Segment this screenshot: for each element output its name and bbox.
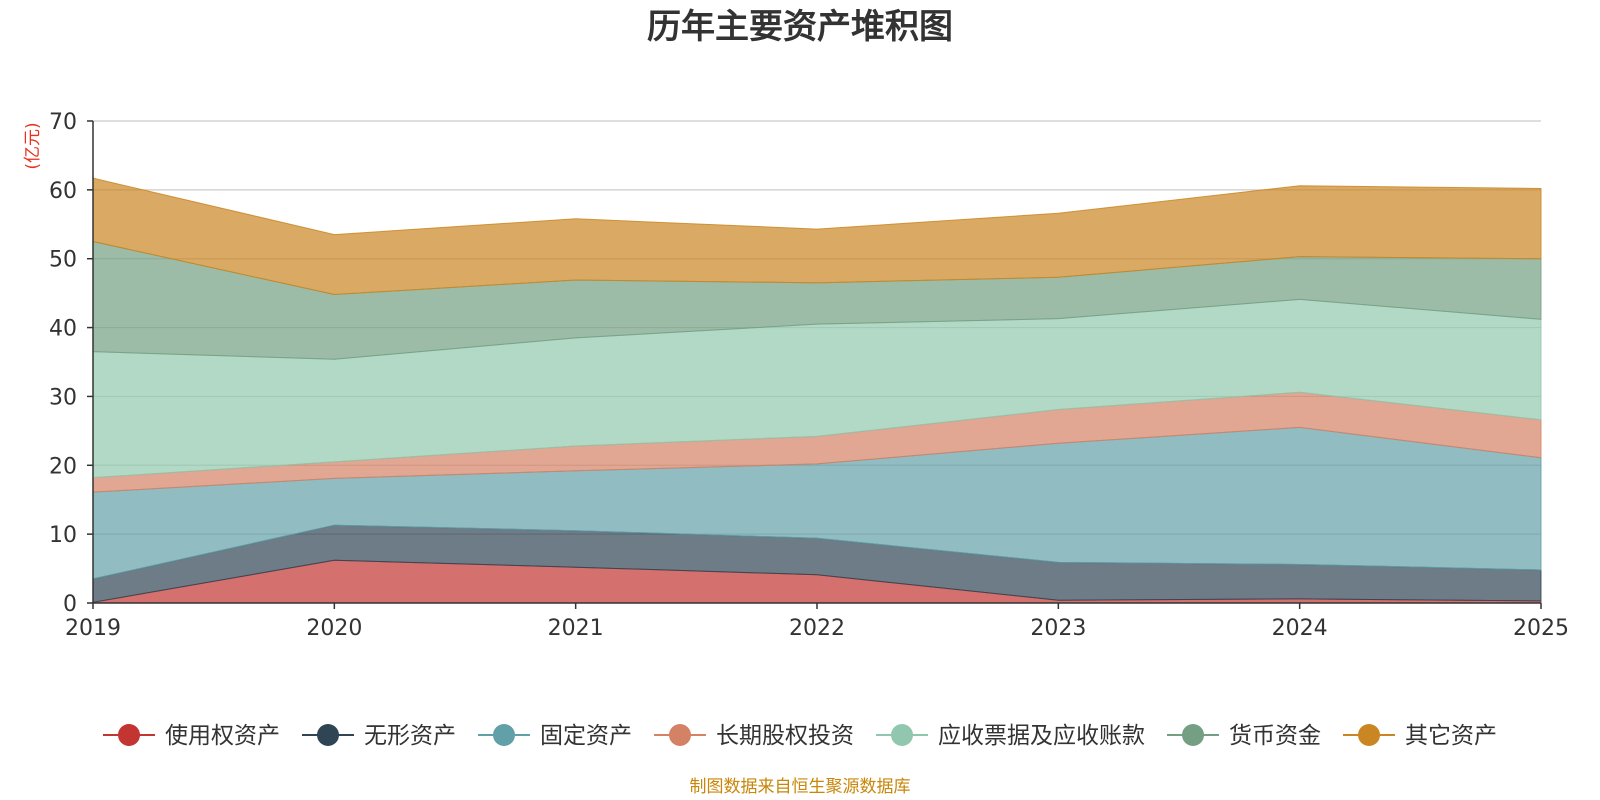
y-tick-label: 40 <box>49 317 77 342</box>
legend-label: 固定资产 <box>540 723 632 749</box>
area-series-7 <box>92 177 1542 296</box>
y-tick-label: 60 <box>49 179 77 204</box>
legend-item-2[interactable]: 无形资产 <box>302 723 456 749</box>
legend-item-3[interactable]: 固定资产 <box>478 723 632 749</box>
legend-label: 长期股权投资 <box>716 723 854 749</box>
x-tick-label: 2022 <box>789 616 845 641</box>
y-tick-label: 70 <box>49 110 77 135</box>
y-axis-unit: (亿元) <box>23 122 43 169</box>
y-tick-label: 0 <box>63 592 77 617</box>
legend-item-4[interactable]: 长期股权投资 <box>654 723 854 749</box>
legend[interactable]: 使用权资产 无形资产 固定资产 长期股权投资 应收票据及应收账款 货币资金 其它资产 <box>103 723 1497 749</box>
x-tick-label: 2024 <box>1272 616 1328 641</box>
legend-marker <box>317 724 339 746</box>
legend-marker <box>118 724 140 746</box>
y-tick-label: 30 <box>49 385 77 410</box>
legend-label: 无形资产 <box>364 723 456 749</box>
legend-item-1[interactable]: 使用权资产 <box>103 723 280 749</box>
y-tick-label: 20 <box>49 454 77 479</box>
legend-marker <box>493 724 515 746</box>
y-tick-label: 50 <box>49 248 77 273</box>
legend-label: 使用权资产 <box>165 723 280 749</box>
x-tick-label: 2025 <box>1513 616 1569 641</box>
y-tick-label: 10 <box>49 523 77 548</box>
legend-item-5[interactable]: 应收票据及应收账款 <box>876 723 1145 749</box>
legend-item-7[interactable]: 其它资产 <box>1343 723 1497 749</box>
axes: 0 10 20 30 40 50 60 70 2019 2020 2021 2022 2023 2024 2… <box>49 110 1569 641</box>
legend-label: 其它资产 <box>1405 723 1497 749</box>
x-tick-label: 2021 <box>548 616 604 641</box>
area-series <box>92 177 1542 604</box>
source-note: 制图数据来自恒生聚源数据库 <box>690 777 911 797</box>
legend-marker <box>891 724 913 746</box>
chart-title: 历年主要资产堆积图 <box>647 7 953 47</box>
legend-marker <box>1358 724 1380 746</box>
series-7 <box>92 177 1542 296</box>
x-tick-label: 2020 <box>306 616 362 641</box>
x-tick-label: 2019 <box>65 616 121 641</box>
legend-marker <box>669 724 691 746</box>
legend-marker <box>1182 724 1204 746</box>
legend-item-6[interactable]: 货币资金 <box>1167 723 1321 749</box>
x-tick-label: 2023 <box>1030 616 1086 641</box>
legend-label: 货币资金 <box>1229 723 1321 749</box>
legend-label: 应收票据及应收账款 <box>938 723 1145 749</box>
